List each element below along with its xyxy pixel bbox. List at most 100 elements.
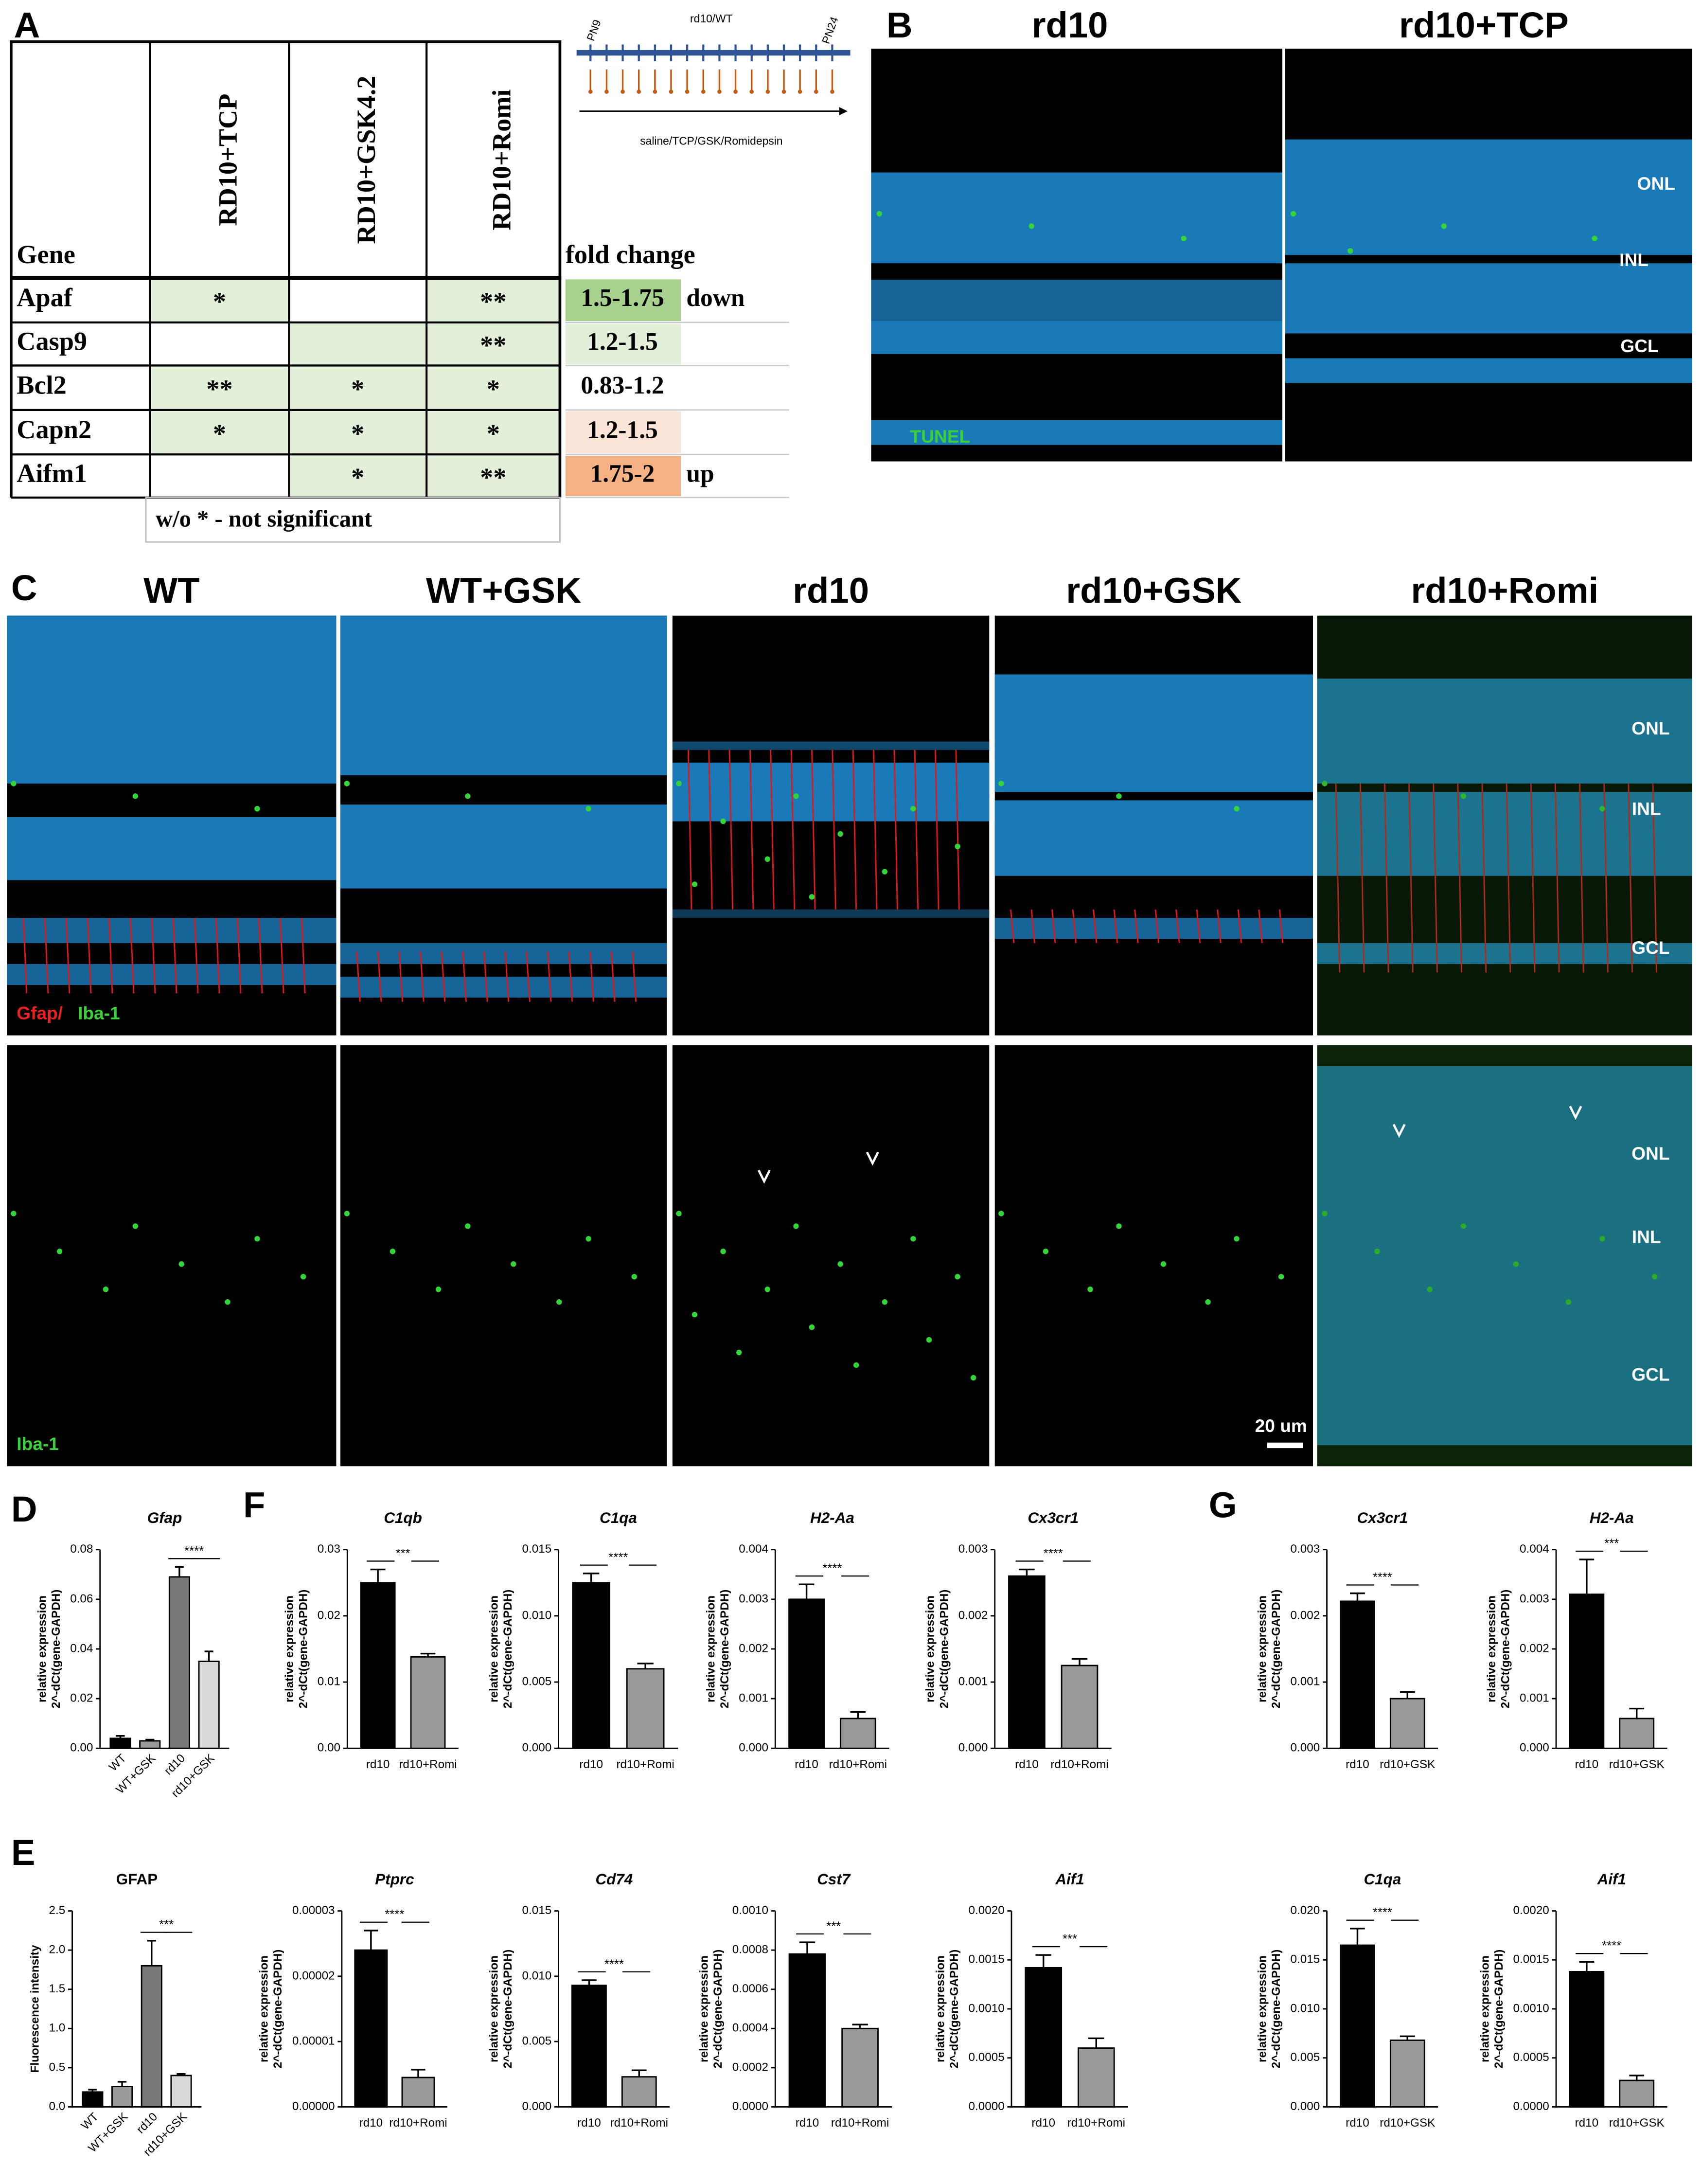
injection-dot [798, 90, 802, 94]
bar [109, 1737, 131, 1749]
error-bar [147, 1940, 156, 1966]
error-bar [116, 1735, 125, 1738]
nuclei-layer [1285, 358, 1692, 383]
error-bar [1579, 1961, 1595, 1972]
table-cell-shade [428, 323, 559, 364]
fold-change-swatch [565, 279, 681, 321]
gfap-fiber [1579, 783, 1584, 973]
gfap-fiber [1134, 909, 1139, 943]
y-tick-label: 0.000 [1291, 1741, 1320, 1754]
microglia [1513, 1261, 1519, 1267]
table-footnote: w/o * - not significant [156, 506, 372, 532]
layer-label: ONL [1631, 718, 1669, 738]
gfap-fiber [356, 951, 361, 1002]
microglia [926, 1337, 932, 1343]
microglia [1087, 1286, 1093, 1292]
y-axis-label: 2^-dCt(gene-GAPDH) [1270, 1590, 1283, 1709]
significance: **** [1373, 1571, 1392, 1584]
gfap-fiber [301, 917, 306, 994]
microglia [1347, 248, 1353, 254]
injection-dot [830, 90, 834, 94]
error-bar [145, 1738, 155, 1741]
bar [839, 1718, 876, 1749]
microglia [1441, 223, 1447, 229]
error-bar [582, 1979, 597, 1986]
injection-dot [653, 90, 657, 94]
y-tick-label: 0.020 [1291, 1904, 1320, 1917]
error-bar [1035, 1954, 1051, 1968]
y-tick-label: 0.004 [1520, 1542, 1549, 1556]
microglia [876, 211, 883, 217]
y-tick-label: 0.0005 [968, 2051, 1004, 2064]
x-tick-label: rd10 [366, 1758, 390, 1771]
nuclei-layer [340, 615, 667, 775]
microglia [1374, 1249, 1380, 1254]
gfap-fiber [589, 951, 594, 1002]
fold-change-note: up [686, 460, 714, 487]
column-title: rd10 [1032, 5, 1108, 45]
significance: *** [159, 1918, 174, 1932]
microglia [1205, 1299, 1211, 1305]
microglia [1592, 235, 1597, 242]
x-tick-label: rd10 [577, 2116, 601, 2130]
x-tick-label: rd10 [1346, 1758, 1369, 1771]
significance: **** [1044, 1547, 1063, 1560]
gfap-fiber [1359, 783, 1365, 973]
significance: **** [385, 1908, 404, 1921]
y-tick-label: 0.001 [739, 1692, 768, 1705]
layer-label: ONL [1631, 1143, 1669, 1164]
gfap-fiber [22, 917, 28, 994]
microglia [254, 806, 260, 812]
bar [1008, 1575, 1046, 1749]
x-tick-label: rd10+Romi [610, 2116, 668, 2130]
bar [1340, 1944, 1375, 2108]
bar [841, 2027, 879, 2108]
y-tick-label: 0.000 [1291, 2100, 1320, 2113]
microglia [344, 781, 350, 787]
significance: *** [1604, 1537, 1619, 1551]
column-title: WT+GSK [426, 571, 582, 611]
x-tick-label: rd10+Romi [829, 1758, 887, 1771]
table-cell: Capn2 [17, 415, 91, 444]
table-cell: ** [480, 331, 506, 360]
gfap-fiber [172, 917, 177, 994]
y-tick-label: 0.003 [1520, 1592, 1549, 1605]
gfap-fiber [1072, 909, 1077, 943]
gfap-fiber [1335, 783, 1341, 973]
gfap-fiber [258, 917, 263, 994]
fold-change-title: fold change [566, 240, 695, 269]
table-cell-shade [428, 279, 559, 321]
gfap-fiber [1555, 783, 1560, 973]
y-tick-label: 2.5 [49, 1904, 66, 1917]
microglia [1278, 1274, 1284, 1280]
error-bar [1579, 1558, 1595, 1594]
y-tick-label: 0.001 [1520, 1692, 1549, 1705]
stain-label: TUNEL [910, 426, 970, 447]
microglia [676, 1211, 682, 1217]
microglia [631, 1274, 637, 1280]
significance: **** [822, 1562, 842, 1575]
y-tick-label: 0.0006 [732, 1982, 768, 1995]
y-tick-label: 0.00001 [292, 2035, 335, 2048]
gfap-fiber [1408, 783, 1414, 973]
y-tick-label: 0.001 [1291, 1675, 1320, 1688]
microglia [11, 781, 17, 787]
y-tick-label: 0.0010 [732, 1904, 768, 1917]
y-tick-label: 2.0 [49, 1943, 66, 1956]
error-bar [583, 1573, 600, 1583]
microglia [793, 1223, 799, 1229]
bar [1389, 2040, 1425, 2108]
gfap-fiber [1196, 909, 1201, 943]
gfap-fiber [1481, 783, 1487, 973]
y-axis-label: relative expression [934, 1955, 947, 2062]
microglia [465, 1223, 471, 1229]
y-tick-label: 0.0010 [968, 2002, 1004, 2015]
error-bar [117, 2081, 127, 2087]
nuclei-layer [1317, 1066, 1692, 1446]
bar [788, 1598, 825, 1749]
x-tick-label: rd10 [162, 1752, 188, 1777]
timeline-treatment: saline/TCP/GSK/Romidepsin [640, 134, 782, 147]
bar [360, 1582, 396, 1749]
gfap-fiber [632, 951, 637, 1002]
error-bar [637, 1663, 654, 1669]
